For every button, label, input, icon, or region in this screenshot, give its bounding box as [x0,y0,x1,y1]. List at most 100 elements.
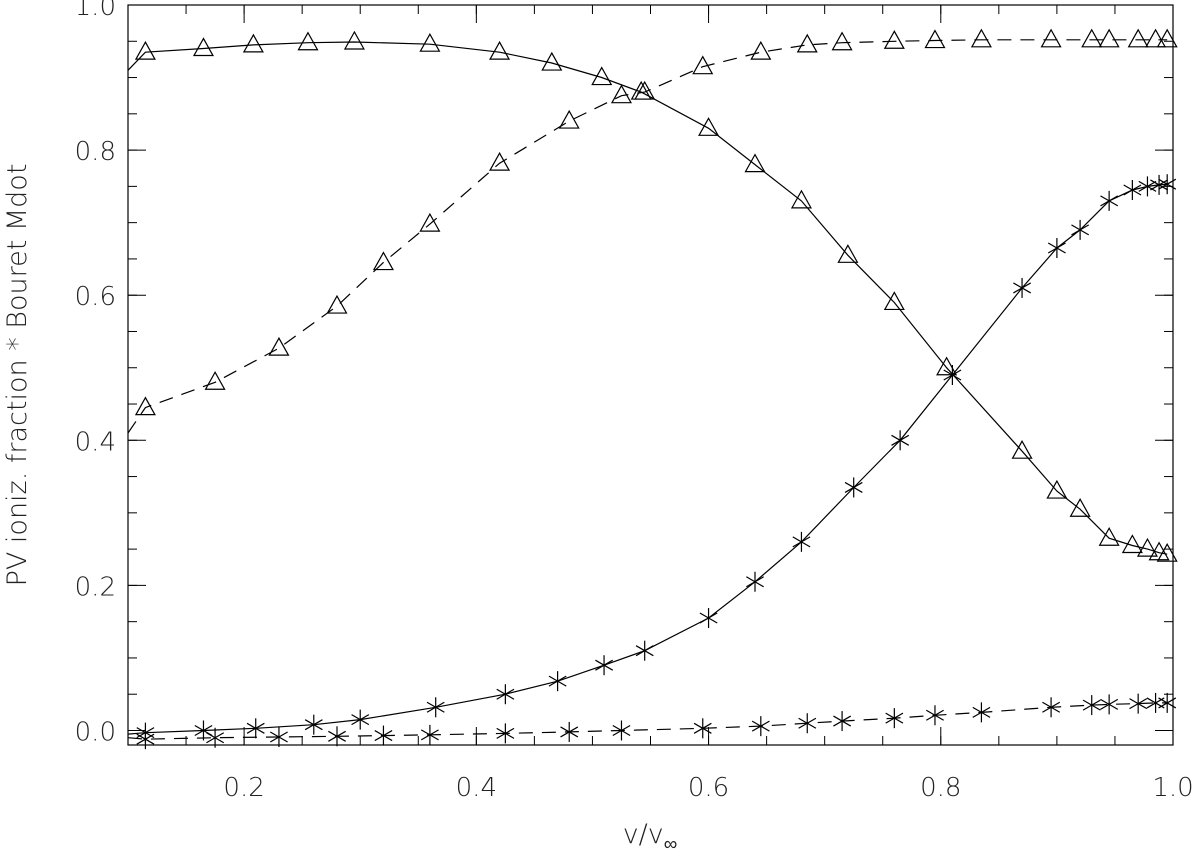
asterisk-marker [792,531,811,552]
asterisk-stroke [926,709,944,721]
triangle-marker [634,80,656,100]
triangle-marker [1136,537,1158,557]
y-tick-label: 0.2 [75,572,116,602]
asterisk-marker [1082,695,1101,716]
triangle-marker [744,153,766,173]
triangle-marker [1098,527,1120,546]
triangle-marker [750,40,772,60]
triangle-marker [1046,479,1068,499]
asterisk-marker [374,725,393,746]
triangle-marker [1127,28,1149,48]
asterisk-stroke [269,731,288,743]
asterisk-marker [885,708,904,729]
series-group [127,28,1178,750]
asterisk-stroke [1071,224,1090,236]
asterisk-marker [972,702,991,723]
asterisk-stroke [206,732,225,744]
triangle-marker [419,32,441,52]
asterisk-marker [1123,180,1142,200]
asterisk-stroke [1047,242,1066,254]
asterisk-stroke [746,576,764,588]
triangle-marker [489,40,511,60]
triangle-marker [268,336,290,356]
asterisk-marker [136,729,155,750]
triangle-marker [343,30,365,50]
asterisk-stroke [972,706,991,718]
series-3 [127,692,1177,750]
triangle-marker [489,151,511,171]
asterisk-marker [496,684,515,705]
asterisk-stroke [560,726,579,738]
asterisk-marker [1138,176,1157,197]
asterisk-stroke [595,659,614,671]
triangle-marker [796,33,818,53]
asterisk-marker [246,718,265,739]
asterisk-stroke [1100,195,1119,207]
triangle-marker [1098,28,1120,48]
triangle-marker [1145,28,1167,48]
asterisk-marker [1071,219,1090,240]
triangle-marker [541,51,563,71]
triangle-marker [970,28,992,48]
asterisk-stroke [1042,701,1061,713]
asterisk-marker [746,571,764,592]
asterisk-stroke [496,688,515,700]
x-tick-label: 0.6 [688,773,729,803]
asterisk-marker [496,723,515,744]
x-axis-title-main: v/v [623,819,664,850]
triangle-marker [1040,28,1062,48]
triangle-marker [1156,542,1178,562]
triangle-marker [372,251,394,271]
triangle-marker [831,31,853,51]
asterisk-stroke [1082,699,1101,711]
tick-labels: 0.2 0.4 0.6 0.8 1.0 0.0 0.2 0.4 0.6 0.8 1.0 [75,0,1194,803]
triangle-marker [591,66,613,86]
asterisk-stroke [1129,698,1148,710]
asterisk-stroke [1158,178,1177,190]
asterisk-marker [304,714,323,735]
asterisk-marker [269,727,288,748]
y-axis-title: PV ioniz. fraction * Bouret Mdot [2,164,33,587]
asterisk-stroke [374,730,393,742]
asterisk-stroke [328,730,346,742]
asterisk-marker [612,720,631,741]
asterisk-marker [751,716,770,737]
triangle-marker [1069,497,1091,517]
triangle-marker [1081,28,1103,48]
asterisk-stroke [891,434,910,446]
asterisk-marker [595,655,614,676]
y-tick-label: 0.8 [75,137,116,167]
triangle-marker [419,212,441,232]
asterisk-marker [844,477,863,498]
triangle-marker [692,55,714,75]
series-1 [127,28,1178,434]
triangle-marker [837,244,859,263]
asterisk-stroke [699,612,718,624]
triangle-marker [134,396,156,416]
triangle-marker [1121,534,1143,554]
asterisk-stroke [420,729,439,741]
series-2 [127,174,1177,743]
triangle-marker [610,84,632,104]
triangle-marker [558,109,580,129]
asterisk-marker [1100,190,1119,211]
asterisk-marker [1150,174,1169,195]
asterisk-stroke [885,712,904,724]
asterisk-stroke [833,715,852,727]
y-tick-label: 0.4 [75,427,116,457]
asterisk-marker [1100,694,1119,715]
triangle-marker [326,294,348,314]
asterisk-marker [1047,238,1066,259]
triangle-marker [883,30,905,49]
y-tick-label: 0.0 [75,717,116,747]
asterisk-stroke [1100,698,1119,710]
asterisk-stroke [635,645,654,657]
asterisk-stroke [548,675,567,687]
triangle-marker [297,31,319,51]
triangle-marker [192,37,214,57]
x-axis-title: v/v∞ [623,819,678,852]
series-0 [127,30,1178,562]
triangle-marker [1156,28,1178,48]
asterisk-stroke [792,536,811,548]
